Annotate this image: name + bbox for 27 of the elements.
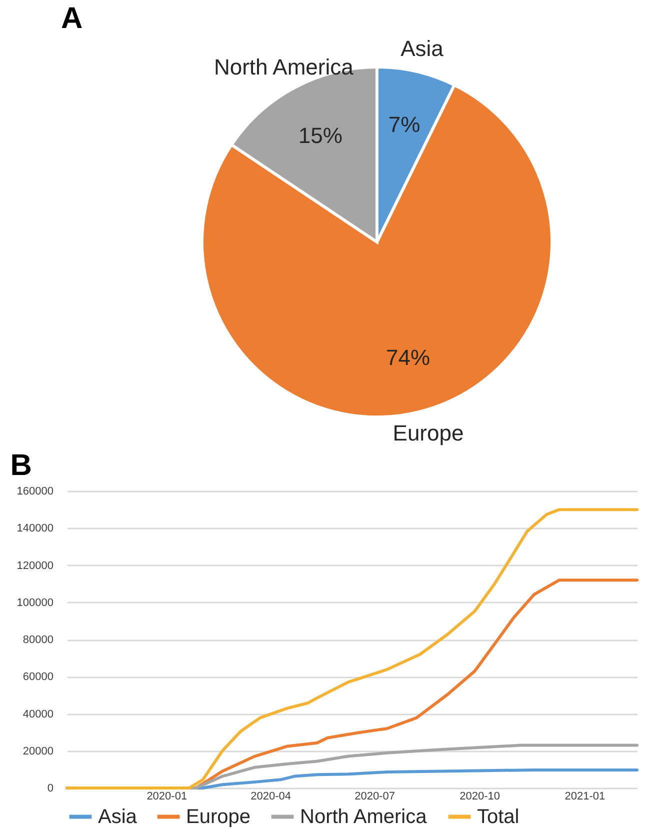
x-tick-label: 2020-10 xyxy=(460,790,500,802)
y-tick-label: 60000 xyxy=(22,671,54,684)
x-tick-label: 2020-01 xyxy=(146,790,188,802)
y-tick-label: 80000 xyxy=(22,634,54,646)
y-tick-label: 20000 xyxy=(22,745,54,758)
data-label: 15% xyxy=(298,123,342,148)
slice-label: North America xyxy=(214,54,354,80)
legend-label: Asia xyxy=(98,806,138,828)
data-label: 7% xyxy=(388,112,420,138)
slice-label: Europe xyxy=(392,420,464,446)
chart-title: B xyxy=(10,449,32,482)
x-tick-label: 2020-04 xyxy=(250,790,292,802)
chart-title: A xyxy=(61,2,83,36)
slice-label: Asia xyxy=(400,36,444,62)
x-tick-label: 2020-07 xyxy=(354,790,395,802)
y-tick-label: 100000 xyxy=(16,596,54,609)
y-tick-label: 0 xyxy=(47,782,54,794)
data-label: 74% xyxy=(386,344,430,370)
legend-label: North America xyxy=(300,806,428,828)
y-tick-label: 120000 xyxy=(16,560,54,572)
legend-label: Europe xyxy=(186,806,250,828)
line-series xyxy=(66,508,638,790)
y-tick-label: 160000 xyxy=(16,486,54,498)
legend-label: Total xyxy=(477,806,520,828)
y-tick-label: 140000 xyxy=(16,522,54,535)
y-tick-label: 40000 xyxy=(22,708,54,720)
x-tick-label: 2021-01 xyxy=(564,790,606,802)
